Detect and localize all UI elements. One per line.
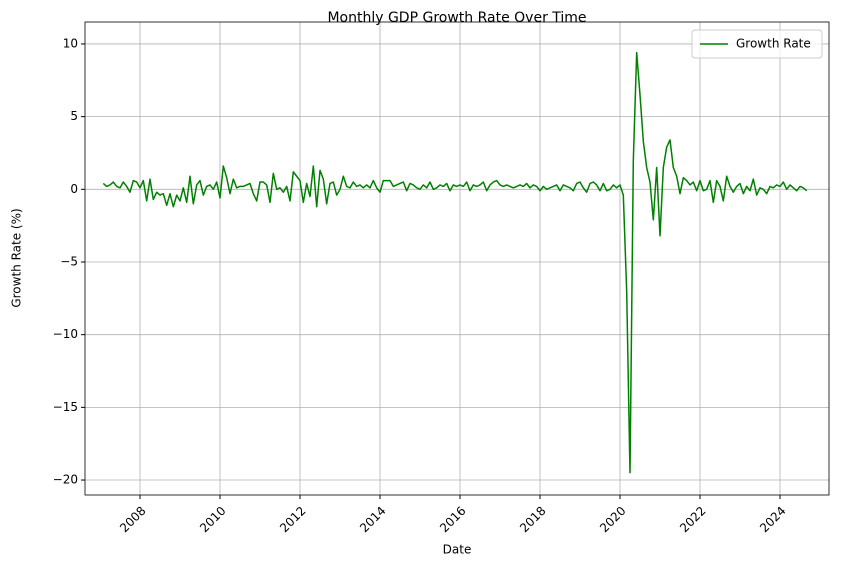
legend-box: [691, 29, 823, 59]
y-tick-label: 10: [63, 36, 78, 50]
x-tick-label: 2018: [517, 504, 548, 535]
x-tick-label: 2012: [277, 504, 308, 535]
x-axis-label: Date: [443, 543, 472, 557]
x-tick-label: 2022: [677, 504, 708, 535]
axes-frame: [84, 21, 830, 496]
y-tick-label: −15: [53, 400, 78, 414]
data-line: [102, 51, 808, 474]
x-tick-label: 2014: [357, 504, 388, 535]
y-tick-label: 5: [70, 109, 78, 123]
y-tick-label: −20: [53, 473, 78, 487]
x-tick-label: 2024: [757, 504, 788, 535]
y-axis-label: Growth Rate (%): [10, 208, 24, 307]
chart-title: Monthly GDP Growth Rate Over Time: [327, 10, 586, 26]
x-tick-label: 2020: [597, 504, 628, 535]
y-tick-label: −10: [53, 327, 78, 341]
x-tick-label: 2016: [437, 504, 468, 535]
y-tick-label: −5: [60, 254, 78, 268]
legend-label: Growth Rate: [736, 37, 811, 51]
x-tick-label: 2010: [197, 504, 228, 535]
y-tick-label: 0: [70, 182, 78, 196]
x-tick-label: 2008: [117, 504, 148, 535]
